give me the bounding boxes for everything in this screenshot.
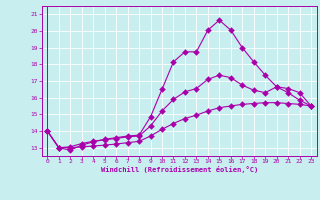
- X-axis label: Windchill (Refroidissement éolien,°C): Windchill (Refroidissement éolien,°C): [100, 166, 258, 173]
